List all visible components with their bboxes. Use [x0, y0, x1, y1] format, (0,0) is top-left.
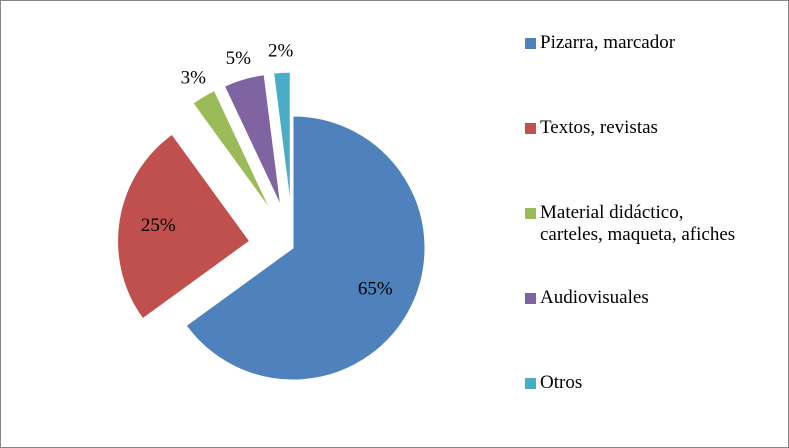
- legend-label: Audiovisuales: [540, 287, 649, 308]
- pie-slice: [273, 71, 291, 205]
- legend-label: Textos, revistas: [540, 117, 658, 138]
- pie-slice: [223, 74, 282, 206]
- data-label: 3%: [181, 68, 207, 89]
- data-label: 65%: [358, 278, 393, 299]
- legend-label: Pizarra, marcador: [540, 32, 676, 53]
- legend-item: Audiovisuales: [525, 287, 745, 309]
- data-label: 5%: [226, 48, 252, 69]
- data-label: 2%: [268, 41, 294, 62]
- legend-item: Pizarra, marcador: [525, 32, 745, 54]
- legend-label: Otros: [540, 372, 583, 393]
- pie-slice: [117, 133, 251, 320]
- legend-item: Otros: [525, 372, 745, 394]
- legend-item: Material didáctico, carteles, maqueta, a…: [525, 202, 745, 246]
- pie-slice: [185, 115, 426, 381]
- pie-slice: [192, 90, 272, 211]
- legend-swatch: [525, 378, 536, 389]
- legend-item: Textos, revistas: [525, 117, 745, 139]
- legend-swatch: [525, 293, 536, 304]
- legend-label: Material didáctico, carteles, maqueta, a…: [540, 202, 736, 245]
- legend-swatch: [525, 208, 536, 219]
- data-label: 25%: [141, 215, 176, 236]
- legend-swatch: [525, 38, 536, 49]
- legend-swatch: [525, 123, 536, 134]
